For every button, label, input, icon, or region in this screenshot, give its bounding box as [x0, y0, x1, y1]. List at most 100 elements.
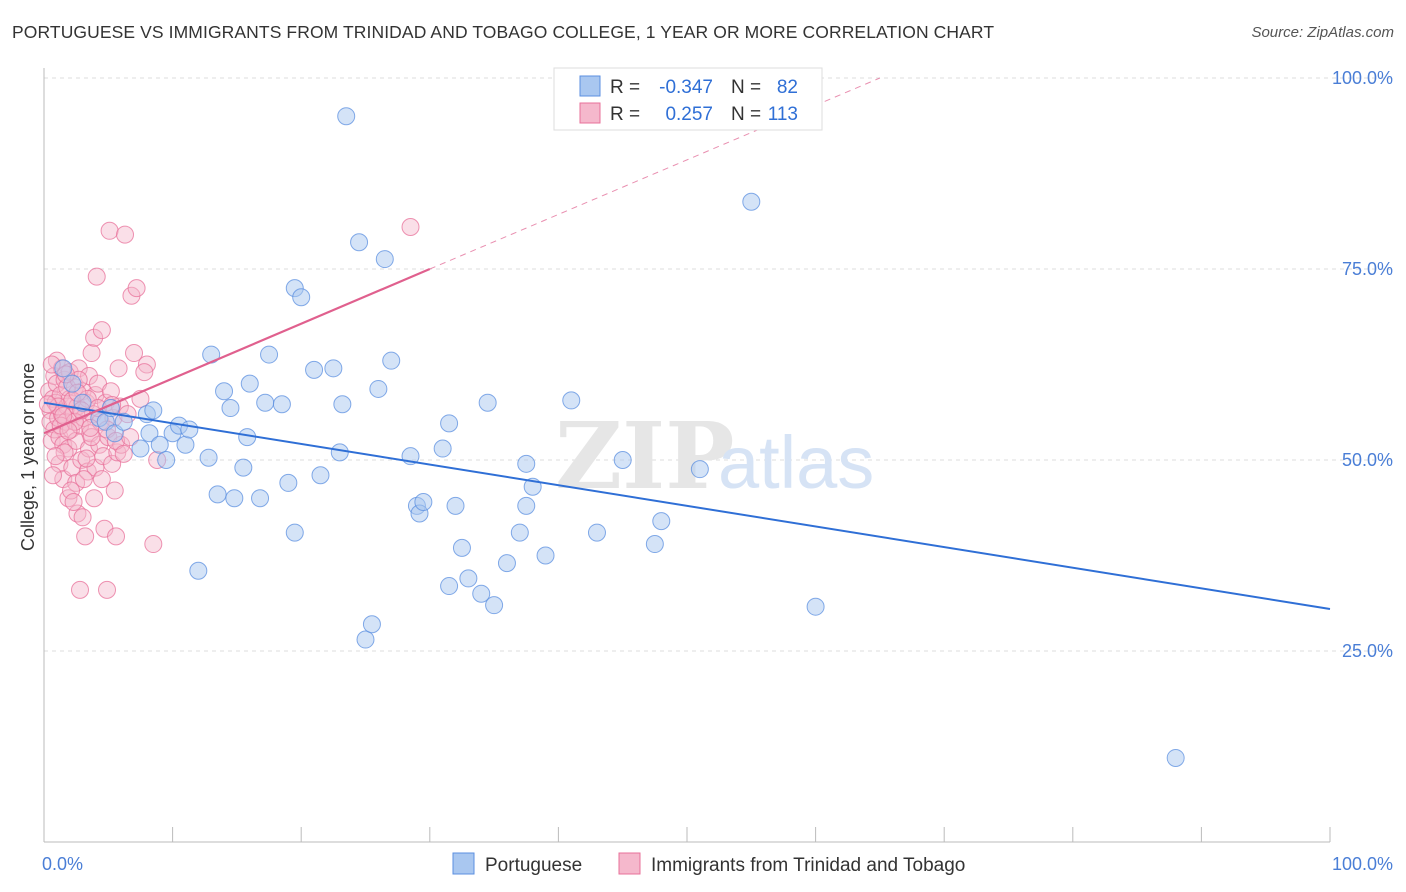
- portuguese-point: [333, 395, 352, 414]
- watermark-zip: ZIP: [555, 402, 734, 510]
- portuguese-point: [562, 391, 581, 410]
- portuguese-point: [459, 569, 478, 588]
- portuguese-point: [382, 351, 401, 370]
- portuguese-point: [225, 489, 244, 508]
- portuguese-point: [189, 561, 208, 580]
- portuguese-point: [272, 395, 291, 414]
- portuguese-point: [362, 615, 381, 634]
- portuguese-point: [478, 393, 497, 412]
- immigrants-point: [85, 328, 104, 347]
- immigrants-point: [100, 221, 119, 240]
- immigrants-point: [90, 435, 109, 454]
- portuguese-point: [433, 439, 452, 458]
- immigrants-point: [87, 267, 106, 286]
- watermark: ZIP atlas: [555, 402, 874, 510]
- stats-n-label: N =: [731, 104, 761, 125]
- stats-r-label: R =: [610, 104, 640, 125]
- y-axis-title: College, 1 year or more: [18, 363, 38, 551]
- portuguese-point: [446, 496, 465, 515]
- immigrants-point: [82, 428, 101, 447]
- immigrants-point: [98, 580, 117, 599]
- portuguese-point: [114, 412, 133, 431]
- grid: [44, 77, 1392, 652]
- portuguese-point: [311, 466, 330, 485]
- immigrants-point: [63, 458, 82, 477]
- stats-swatch-immigrants: [579, 102, 601, 124]
- immigrants-point: [85, 489, 104, 508]
- immigrants-point: [82, 344, 101, 363]
- portuguese-point: [440, 577, 459, 596]
- immigrants-trend-line: [43, 267, 431, 435]
- portuguese-point: [440, 414, 459, 433]
- portuguese-point: [690, 460, 709, 479]
- immigrants-point: [44, 466, 63, 485]
- immigrants-point: [92, 470, 111, 489]
- portuguese-point: [215, 382, 234, 401]
- immigrants-point: [114, 444, 133, 463]
- immigrants-point: [46, 447, 65, 466]
- source-label: Source: ZipAtlas.com: [1251, 24, 1394, 41]
- immigrants-point: [76, 527, 95, 546]
- stats-r-value: 0.257: [665, 104, 713, 125]
- portuguese-point: [73, 393, 92, 412]
- immigrants-point: [74, 470, 93, 489]
- portuguese-point: [324, 359, 343, 378]
- portuguese-point: [536, 546, 555, 565]
- immigrants-point: [401, 217, 420, 236]
- y-tick-label: 25.0%: [1342, 641, 1393, 661]
- immigrants-point: [144, 535, 163, 554]
- legend-label-immigrants: Immigrants from Trinidad and Tobago: [651, 855, 965, 876]
- portuguese-point: [350, 233, 369, 252]
- y-tick-label: 100.0%: [1332, 68, 1393, 88]
- axes: [43, 68, 1331, 843]
- immigrants-point: [105, 481, 124, 500]
- legend-swatch-immigrants: [618, 852, 641, 875]
- portuguese-point: [176, 435, 195, 454]
- portuguese-point: [150, 435, 169, 454]
- portuguese-point: [199, 448, 218, 467]
- portuguese-point: [645, 535, 664, 554]
- watermark-atlas: atlas: [718, 421, 874, 504]
- stats-r-label: R =: [610, 77, 640, 98]
- portuguese-point: [369, 379, 388, 398]
- portuguese-point: [452, 538, 471, 557]
- portuguese-point: [497, 554, 516, 573]
- immigrants-point: [135, 363, 154, 382]
- portuguese-point: [54, 359, 73, 378]
- portuguese-point: [221, 399, 240, 418]
- portuguese-point: [63, 374, 82, 393]
- portuguese-point: [234, 458, 253, 477]
- portuguese-point: [613, 451, 632, 469]
- portuguese-point: [742, 192, 761, 211]
- portuguese-point: [330, 443, 349, 462]
- stats-swatch-portuguese: [579, 75, 601, 97]
- legend: Portuguese Immigrants from Trinidad and …: [452, 852, 965, 876]
- immigrants-point: [55, 443, 74, 462]
- immigrants-point: [116, 225, 135, 244]
- y-tick-label: 50.0%: [1342, 450, 1393, 470]
- portuguese-trend-line: [43, 401, 1331, 610]
- portuguese-point: [260, 345, 279, 364]
- portuguese-point: [285, 523, 304, 542]
- portuguese-point: [240, 374, 259, 393]
- x-tick-label: 100.0%: [1332, 854, 1393, 874]
- portuguese-point: [157, 451, 176, 469]
- series-portuguese-points: [54, 107, 1185, 767]
- portuguese-point: [806, 597, 825, 616]
- portuguese-point: [305, 360, 324, 379]
- immigrants-point: [80, 366, 99, 385]
- immigrants-point: [92, 321, 111, 340]
- portuguese-point: [279, 473, 298, 492]
- immigrants-point: [62, 481, 81, 500]
- portuguese-point: [180, 420, 199, 439]
- portuguese-point: [356, 630, 375, 649]
- stats-n-value: 82: [777, 77, 798, 98]
- portuguese-point: [414, 493, 433, 512]
- immigrants-point: [125, 344, 144, 363]
- immigrants-point: [127, 279, 146, 298]
- portuguese-point: [140, 424, 159, 443]
- x-tick-label: 0.0%: [42, 854, 83, 874]
- immigrants-point: [64, 493, 83, 512]
- legend-swatch-portuguese: [452, 852, 475, 875]
